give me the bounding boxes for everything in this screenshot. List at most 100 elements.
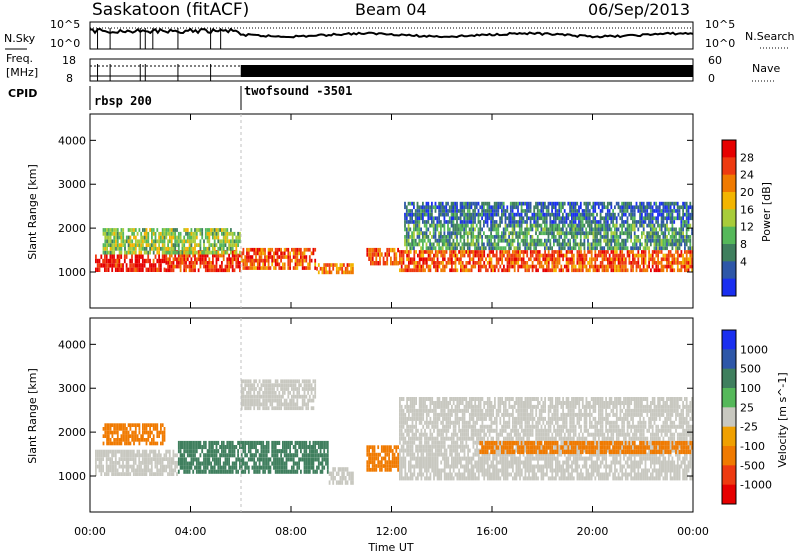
heat-cell (682, 216, 684, 221)
heat-cell (380, 460, 383, 465)
heat-cell (163, 250, 166, 255)
heat-cell (294, 461, 297, 466)
heat-cell (468, 242, 471, 247)
heat-cell (488, 209, 491, 213)
heat-cell (536, 242, 539, 247)
heat-cell (134, 423, 137, 427)
heat-cell (685, 250, 688, 254)
heat-cell (429, 401, 432, 405)
heat-cell (649, 235, 652, 239)
heat-cell (477, 209, 480, 213)
heat-cell (684, 238, 686, 243)
heat-cell (463, 253, 466, 258)
heat-cell (371, 449, 374, 453)
heat-cell (179, 457, 182, 462)
heat-cell (269, 266, 272, 270)
heat-cell (158, 449, 160, 454)
heat-cell (447, 436, 450, 441)
heat-cell (689, 264, 692, 269)
heat-cell (417, 452, 419, 457)
heat-cell (606, 209, 609, 213)
heat-cell (466, 205, 469, 210)
heat-cell (226, 246, 229, 251)
heat-cell (420, 428, 423, 433)
heat-cell (606, 231, 609, 236)
heat-cell (468, 212, 471, 217)
heat-cell (657, 238, 659, 243)
heat-cell (222, 461, 225, 466)
heat-cell (468, 257, 471, 262)
heat-cell (118, 267, 121, 272)
heat-cell (533, 212, 536, 217)
heat-cell (440, 440, 443, 445)
heat-cell (115, 243, 117, 247)
heat-cell (617, 261, 620, 265)
heat-cell (118, 235, 121, 240)
heat-cell (450, 220, 453, 224)
heat-cell (314, 247, 317, 252)
heat-cell (424, 456, 426, 461)
heat-cell (142, 423, 144, 427)
heat-cell (682, 238, 684, 243)
heat-cell (499, 246, 501, 251)
heat-cell (233, 250, 236, 255)
heat-cell (509, 238, 512, 243)
heat-cell (264, 453, 266, 458)
heat-cell (102, 464, 104, 469)
heat-cell (657, 253, 659, 258)
heat-cell (413, 416, 416, 421)
heat-cell (493, 235, 496, 239)
heat-cell (508, 242, 510, 247)
heat-cell (176, 235, 178, 240)
heat-cell (208, 457, 211, 462)
heat-cell (540, 261, 543, 265)
heat-cell (457, 223, 460, 228)
heat-cell (406, 424, 408, 429)
heat-cell (134, 258, 137, 264)
heat-cell (546, 261, 548, 265)
heat-cell (486, 235, 489, 239)
heat-cell (258, 457, 261, 462)
heat-cell (678, 253, 681, 258)
heat-cell (109, 250, 112, 255)
heat-cell (140, 464, 142, 469)
heat-cell (197, 457, 200, 462)
heat-cell (273, 457, 275, 462)
heat-cell (441, 209, 444, 213)
heat-cell (481, 238, 483, 243)
heat-cell (107, 464, 110, 469)
heat-cell (540, 242, 543, 247)
heat-cell (592, 205, 595, 210)
heat-cell (409, 472, 412, 477)
heat-cell (642, 268, 645, 273)
heat-cell (145, 438, 148, 442)
heat-cell (420, 420, 423, 425)
heat-cell (440, 412, 443, 417)
heat-cell (544, 246, 546, 251)
heat-cell (429, 216, 431, 221)
heat-cell (466, 242, 469, 247)
heat-cell (434, 448, 437, 453)
heat-cell (461, 246, 464, 251)
heat-cell (667, 261, 670, 265)
heat-cell (195, 261, 198, 265)
heat-cell (221, 246, 223, 251)
heat-cell (123, 453, 126, 458)
heat-cell (438, 416, 441, 421)
heat-cell (278, 465, 281, 470)
heat-cell (459, 238, 462, 243)
heat-cell (111, 468, 113, 473)
heat-cell (289, 453, 291, 458)
heat-cell (292, 457, 295, 462)
heat-cell (551, 253, 554, 258)
heat-cell (217, 257, 220, 262)
heat-cell (583, 253, 586, 258)
heat-cell (400, 448, 403, 453)
heat-cell (371, 445, 374, 450)
heat-cell (415, 416, 417, 421)
heat-cell (310, 457, 313, 462)
heat-cell (470, 257, 473, 262)
heat-cell (285, 469, 288, 474)
heat-cell (572, 257, 575, 262)
heat-cell (442, 264, 444, 269)
